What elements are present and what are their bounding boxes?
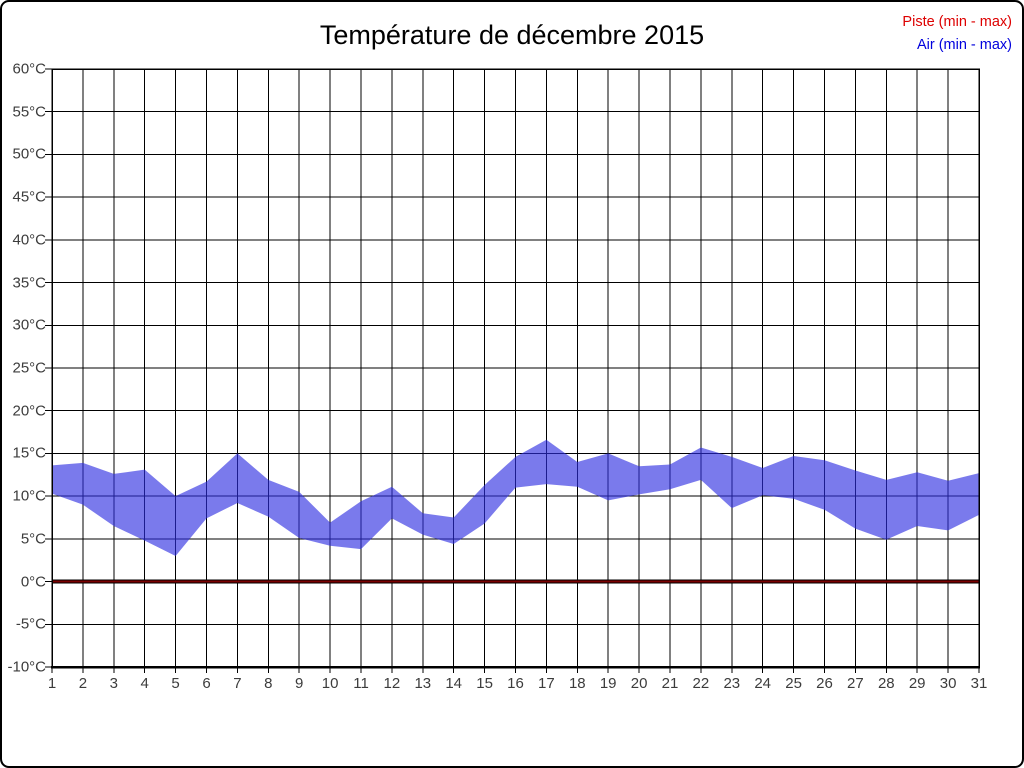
x-tick-label: 11	[353, 675, 369, 692]
x-tick-label: 29	[908, 675, 926, 692]
y-tick-label: 30°C	[12, 316, 46, 334]
legend-item-piste: Piste (min - max)	[902, 14, 1012, 30]
x-tick-label: 8	[264, 675, 273, 692]
x-tick-label: 4	[140, 675, 149, 692]
x-tick-label: 2	[78, 675, 88, 692]
y-tick-label: 60°C	[12, 60, 46, 78]
x-tick-label: 28	[877, 675, 895, 692]
chart-title: Température de décembre 2015	[319, 20, 705, 50]
air-minmax-band	[52, 439, 979, 556]
x-tick-label: 24	[754, 675, 772, 692]
x-tick-label: 10	[321, 675, 339, 692]
y-tick-label: 25°C	[12, 359, 46, 377]
x-tick-label: 12	[383, 675, 401, 692]
x-tick-label: 3	[109, 675, 118, 692]
y-tick-label: 0°C	[20, 573, 46, 591]
y-tick-label: 55°C	[12, 103, 46, 121]
y-tick-label: -5°C	[15, 615, 46, 633]
x-tick-label: 22	[692, 675, 710, 692]
x-tick-label: 15	[476, 675, 493, 692]
y-tick-label: 15°C	[12, 444, 46, 462]
y-axis-labels: 60°C 55°C 50°C 45°C 40°C 35°C 30°C 25°C 20°C 15°C…	[2, 2, 46, 766]
x-tick-label: 25	[785, 675, 802, 692]
legend-item-air: Air (min - max)	[916, 37, 1012, 53]
y-tick-label: 5°C	[20, 530, 46, 548]
x-tick-label: 19	[599, 675, 617, 692]
x-tick-label: 13	[414, 675, 432, 692]
y-tick-label: 50°C	[12, 145, 46, 163]
x-tick-label: 5	[171, 675, 180, 692]
x-tick-label: 17	[538, 675, 555, 692]
x-tick-label: 31	[970, 675, 988, 692]
x-tick-label: 23	[723, 675, 741, 692]
x-tick-label: 16	[507, 675, 524, 692]
y-tick-label: -10°C	[7, 658, 46, 676]
x-tick-label: 1	[47, 675, 57, 692]
x-tick-label: 21	[661, 675, 679, 692]
x-tick-label: 30	[939, 675, 957, 692]
y-tick-label: 20°C	[12, 402, 46, 420]
y-tick-label: 10°C	[12, 487, 46, 505]
x-tick-label: 6	[202, 675, 211, 692]
legend: Piste (min - max) Air (min - max)	[902, 11, 1012, 57]
y-tick-label: 45°C	[12, 188, 46, 206]
x-tick-label: 7	[233, 675, 242, 692]
x-tick-label: 14	[445, 675, 463, 692]
x-tick-label: 9	[295, 675, 304, 692]
x-tick-label: 26	[816, 675, 833, 692]
x-tick-label: 18	[568, 675, 586, 692]
y-tick-label: 40°C	[12, 231, 46, 249]
x-tick-label: 27	[847, 675, 864, 692]
y-tick-label: 35°C	[12, 274, 46, 292]
x-tick-label: 20	[630, 675, 648, 692]
